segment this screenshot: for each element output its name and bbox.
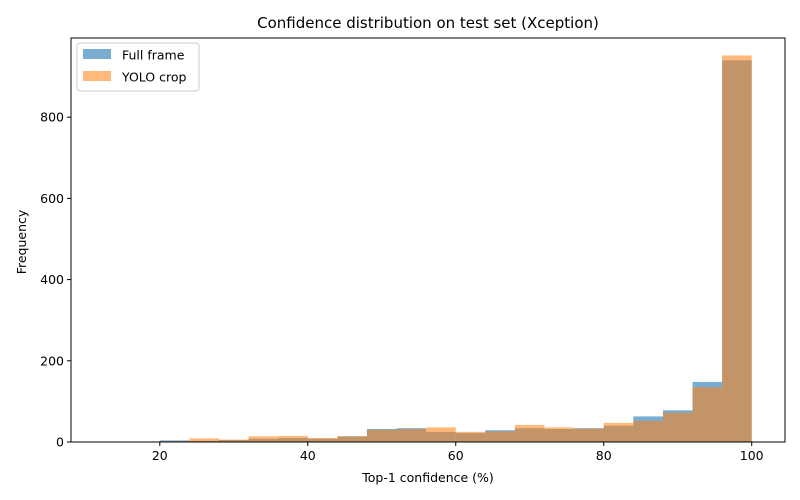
bar-yolo-crop-9 xyxy=(366,429,397,442)
bar-yolo-crop-17 xyxy=(603,422,634,442)
legend-label-yolo-crop: YOLO crop xyxy=(121,70,187,85)
legend-label-full-frame: Full frame xyxy=(122,48,185,63)
bar-yolo-crop-12 xyxy=(455,431,486,442)
bar-yolo-crop-15 xyxy=(544,427,575,442)
legend-swatch-full-frame xyxy=(83,49,111,59)
chart-title: Confidence distribution on test set (Xce… xyxy=(257,14,599,32)
legend: Full frame YOLO crop xyxy=(76,42,200,92)
bar-yolo-crop-8 xyxy=(337,436,367,442)
plot-frame xyxy=(70,37,786,443)
x-tick-label: 100 xyxy=(740,448,764,463)
x-tick-label: 20 xyxy=(152,448,168,463)
bars-layer xyxy=(100,55,752,443)
bar-yolo-crop-18 xyxy=(633,420,663,442)
legend-swatch-yolo-crop xyxy=(83,71,111,81)
bar-yolo-crop-20 xyxy=(692,387,723,442)
y-tick-label: 0 xyxy=(56,435,64,450)
bar-yolo-crop-7 xyxy=(307,437,338,442)
x-tick-label: 60 xyxy=(448,448,464,463)
y-tick-label: 800 xyxy=(40,110,64,125)
x-tick-label: 80 xyxy=(596,448,612,463)
y-tick-label: 400 xyxy=(40,272,64,287)
y-axis-label: Frequency xyxy=(14,209,29,274)
bar-yolo-crop-10 xyxy=(396,429,427,442)
x-axis-label: Top-1 confidence (%) xyxy=(361,470,494,485)
bar-yolo-crop-4 xyxy=(218,439,249,442)
bar-yolo-crop-19 xyxy=(662,412,693,442)
bar-yolo-crop-13 xyxy=(485,431,515,442)
bar-yolo-crop-3 xyxy=(189,438,219,442)
bar-yolo-crop-5 xyxy=(248,436,279,442)
x-ticks: 20 40 60 80 100 xyxy=(152,442,764,463)
bar-yolo-crop-14 xyxy=(514,424,545,442)
y-tick-label: 600 xyxy=(40,191,64,206)
bar-yolo-crop-6 xyxy=(278,435,308,442)
axes-layer xyxy=(70,37,786,443)
x-tick-label: 40 xyxy=(300,448,316,463)
y-tick-label: 200 xyxy=(40,353,64,368)
bar-yolo-crop-21 xyxy=(722,55,752,443)
bar-yolo-crop-16 xyxy=(574,428,604,442)
y-ticks: 0 200 400 600 800 xyxy=(40,110,71,450)
bar-yolo-crop-11 xyxy=(426,427,456,442)
